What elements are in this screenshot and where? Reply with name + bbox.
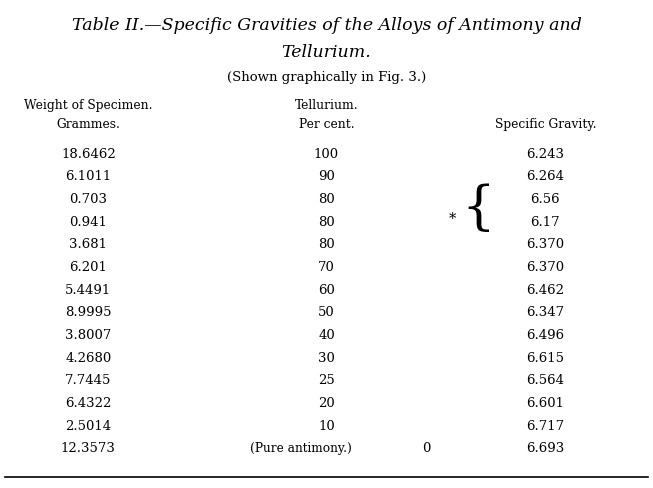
Text: 6.370: 6.370 xyxy=(526,238,564,251)
Text: Tellurium.: Tellurium. xyxy=(281,44,372,61)
Text: Table II.—Specific Gravities of the Alloys of Antimony and: Table II.—Specific Gravities of the Allo… xyxy=(72,17,581,34)
Text: Specific Gravity.: Specific Gravity. xyxy=(494,118,596,131)
Text: 12.3573: 12.3573 xyxy=(61,442,116,455)
Text: Per cent.: Per cent. xyxy=(298,118,355,131)
Text: Tellurium.: Tellurium. xyxy=(295,99,358,112)
Text: 8.9995: 8.9995 xyxy=(65,306,112,319)
Text: (Pure antimony.): (Pure antimony.) xyxy=(250,442,352,455)
Text: Weight of Specimen.: Weight of Specimen. xyxy=(24,99,153,112)
Text: (Shown graphically in Fig. 3.): (Shown graphically in Fig. 3.) xyxy=(227,71,426,84)
Text: 6.264: 6.264 xyxy=(526,170,564,183)
Text: 50: 50 xyxy=(318,306,335,319)
Text: 3.681: 3.681 xyxy=(69,238,107,251)
Text: 6.4322: 6.4322 xyxy=(65,397,112,410)
Text: *: * xyxy=(449,212,456,226)
Text: 6.1011: 6.1011 xyxy=(65,170,112,183)
Text: 6.564: 6.564 xyxy=(526,374,564,387)
Text: 4.2680: 4.2680 xyxy=(65,351,112,365)
Text: 60: 60 xyxy=(318,284,335,297)
Text: Grammes.: Grammes. xyxy=(56,118,120,131)
Text: 100: 100 xyxy=(314,147,339,161)
Text: 80: 80 xyxy=(318,193,335,206)
Text: 18.6462: 18.6462 xyxy=(61,147,116,161)
Text: 25: 25 xyxy=(318,374,335,387)
Text: 90: 90 xyxy=(318,170,335,183)
Text: 7.7445: 7.7445 xyxy=(65,374,112,387)
Text: 0.703: 0.703 xyxy=(69,193,107,206)
Text: 0: 0 xyxy=(422,442,430,455)
Text: 6.243: 6.243 xyxy=(526,147,564,161)
Text: 2.5014: 2.5014 xyxy=(65,420,112,432)
Text: 30: 30 xyxy=(318,351,335,365)
Text: 80: 80 xyxy=(318,216,335,228)
Text: 5.4491: 5.4491 xyxy=(65,284,112,297)
Text: 6.601: 6.601 xyxy=(526,397,564,410)
Text: 40: 40 xyxy=(318,329,335,342)
Text: 6.462: 6.462 xyxy=(526,284,564,297)
Text: 6.496: 6.496 xyxy=(526,329,564,342)
Text: 80: 80 xyxy=(318,238,335,251)
Text: 0.941: 0.941 xyxy=(69,216,107,228)
Text: 6.615: 6.615 xyxy=(526,351,564,365)
Text: 10: 10 xyxy=(318,420,335,432)
Text: 6.693: 6.693 xyxy=(526,442,564,455)
Text: 6.717: 6.717 xyxy=(526,420,564,432)
Text: 6.56: 6.56 xyxy=(530,193,560,206)
Text: 6.370: 6.370 xyxy=(526,261,564,274)
Text: 6.17: 6.17 xyxy=(530,216,560,228)
Text: 3.8007: 3.8007 xyxy=(65,329,112,342)
Text: 20: 20 xyxy=(318,397,335,410)
Text: 6.347: 6.347 xyxy=(526,306,564,319)
Text: {: { xyxy=(461,183,494,234)
Text: 70: 70 xyxy=(318,261,335,274)
Text: 6.201: 6.201 xyxy=(69,261,107,274)
